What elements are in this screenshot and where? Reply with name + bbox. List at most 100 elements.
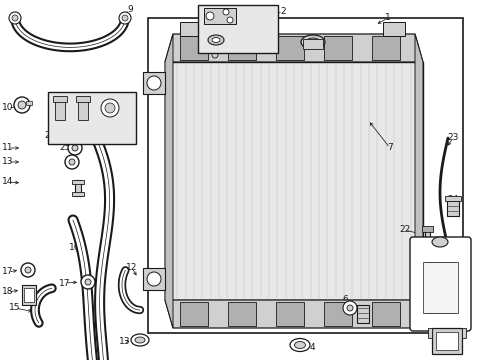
Text: 4: 4	[308, 342, 314, 351]
Polygon shape	[414, 34, 422, 328]
Circle shape	[72, 145, 78, 151]
Text: 15: 15	[9, 303, 20, 312]
Bar	[148, 18, 462, 333]
Circle shape	[68, 141, 82, 155]
Bar	[198, 5, 278, 53]
Bar	[324, 36, 351, 60]
Text: 26: 26	[44, 130, 56, 139]
Bar	[75, 180, 81, 196]
Circle shape	[226, 17, 232, 23]
Ellipse shape	[212, 37, 220, 42]
Polygon shape	[164, 34, 422, 62]
Ellipse shape	[301, 35, 325, 49]
Circle shape	[101, 99, 119, 117]
Text: 16: 16	[69, 243, 81, 252]
Text: 25: 25	[59, 144, 71, 153]
Bar	[55, 98, 65, 120]
Text: 5: 5	[358, 314, 364, 323]
Bar	[444, 196, 460, 201]
Circle shape	[25, 267, 31, 273]
Circle shape	[205, 12, 214, 20]
Ellipse shape	[131, 334, 149, 346]
Bar	[26, 101, 32, 105]
Circle shape	[69, 159, 75, 165]
Ellipse shape	[294, 342, 305, 348]
Bar	[180, 22, 202, 36]
Text: 20: 20	[448, 333, 460, 342]
Circle shape	[122, 15, 128, 21]
Ellipse shape	[431, 237, 447, 247]
Text: 11: 11	[2, 144, 14, 153]
Circle shape	[14, 97, 30, 113]
Bar	[275, 302, 304, 326]
Bar	[227, 302, 256, 326]
Text: 9: 9	[127, 5, 133, 14]
Text: 13: 13	[119, 338, 130, 346]
Bar	[72, 192, 84, 196]
Circle shape	[81, 275, 95, 289]
Text: 8: 8	[359, 44, 365, 53]
Text: 18: 18	[2, 288, 14, 297]
Text: 21: 21	[448, 266, 460, 274]
Polygon shape	[164, 300, 422, 328]
Text: 12: 12	[126, 264, 138, 273]
Bar	[382, 22, 404, 36]
Bar	[275, 36, 304, 60]
Text: 23: 23	[447, 134, 458, 143]
Bar	[180, 36, 207, 60]
Bar	[24, 288, 34, 302]
FancyBboxPatch shape	[409, 237, 470, 331]
Circle shape	[212, 52, 218, 58]
Circle shape	[342, 301, 356, 315]
Bar	[78, 98, 88, 120]
Bar	[435, 332, 457, 350]
Bar	[53, 96, 67, 102]
Bar	[142, 72, 164, 94]
Bar	[427, 328, 431, 338]
Text: 2: 2	[280, 8, 285, 17]
Circle shape	[346, 305, 352, 311]
Bar	[76, 96, 90, 102]
Bar	[203, 8, 236, 24]
Circle shape	[105, 103, 115, 113]
Bar	[461, 328, 465, 338]
Bar	[356, 305, 368, 323]
Text: 24: 24	[447, 195, 458, 204]
Text: 6: 6	[342, 296, 347, 305]
Ellipse shape	[429, 263, 449, 277]
Text: 13: 13	[2, 158, 14, 166]
Text: 22: 22	[399, 225, 410, 234]
Bar	[424, 228, 429, 288]
Ellipse shape	[135, 337, 145, 343]
Circle shape	[65, 155, 79, 169]
Bar	[48, 92, 136, 144]
Bar	[431, 328, 461, 354]
Text: 7: 7	[386, 144, 392, 153]
Bar	[303, 39, 323, 49]
Bar	[227, 36, 256, 60]
Circle shape	[147, 272, 161, 286]
Ellipse shape	[305, 38, 319, 46]
Circle shape	[9, 12, 21, 24]
Circle shape	[119, 12, 131, 24]
Bar	[164, 62, 422, 300]
Ellipse shape	[433, 266, 445, 274]
Ellipse shape	[207, 35, 224, 45]
Text: 14: 14	[2, 177, 14, 186]
Circle shape	[147, 76, 161, 90]
Text: 3: 3	[192, 48, 198, 57]
Bar	[422, 262, 457, 313]
Bar	[72, 180, 84, 184]
Bar	[142, 268, 164, 290]
Circle shape	[18, 101, 26, 109]
Circle shape	[21, 263, 35, 277]
Text: 1: 1	[385, 13, 390, 22]
Text: 17: 17	[2, 267, 14, 276]
Circle shape	[85, 279, 91, 285]
Ellipse shape	[289, 338, 309, 351]
Text: 17: 17	[59, 279, 71, 288]
Text: 19: 19	[455, 251, 467, 260]
Circle shape	[223, 9, 228, 15]
Text: 10: 10	[2, 104, 14, 112]
Polygon shape	[164, 34, 173, 328]
